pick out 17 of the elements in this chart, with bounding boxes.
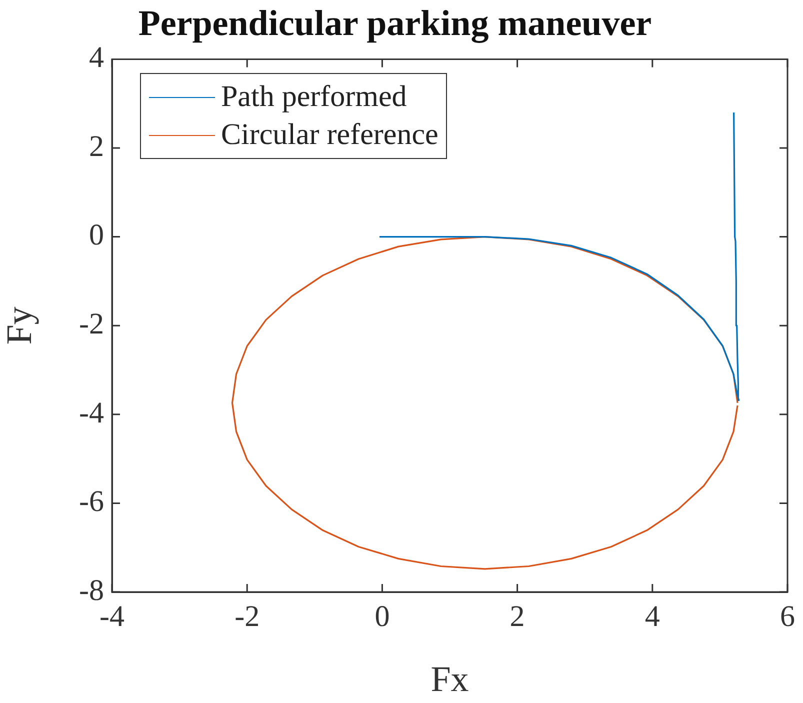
- y-tick-label: 0: [89, 218, 104, 252]
- x-tick-label: 4: [644, 600, 660, 633]
- y-axis-title: Fy: [0, 306, 40, 345]
- x-axis-title: Fx: [430, 658, 469, 699]
- x-tick-label: 0: [374, 600, 390, 633]
- y-tick-label: -6: [79, 485, 104, 518]
- x-tick-label: 6: [780, 600, 795, 633]
- x-tick-label: -2: [234, 600, 260, 633]
- chart-title: Perpendicular parking maneuver: [138, 2, 652, 43]
- y-tick-label: -8: [79, 574, 104, 607]
- y-tick-label: 2: [89, 130, 104, 163]
- y-tick-label: 4: [89, 41, 104, 74]
- legend-label: Circular reference: [221, 117, 438, 154]
- x-tick-label: 2: [510, 600, 525, 633]
- y-tick-label: -2: [79, 307, 104, 340]
- y-tick-label: -4: [79, 396, 104, 430]
- legend-label: Path performed: [221, 79, 407, 116]
